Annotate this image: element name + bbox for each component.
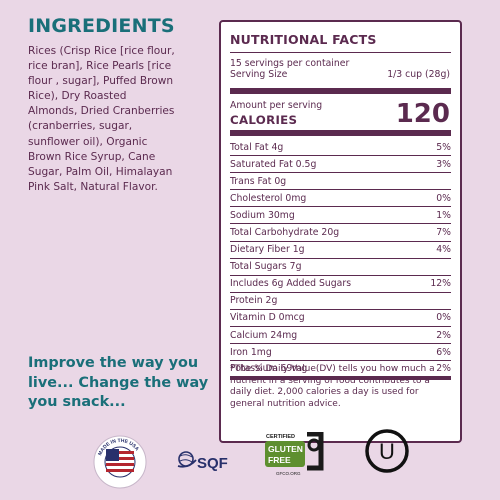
- nutrient-row: Saturated Fat 0.5g 3%: [230, 156, 451, 174]
- gluten-free-certified-icon: CERTIFIED GLUTEN FREE GFCO.ORG: [264, 431, 330, 482]
- nutrient-dv: 5%: [436, 141, 451, 153]
- nutrient-label: Iron 1mg: [230, 346, 272, 358]
- nutrient-dv: 7%: [436, 227, 451, 239]
- nutrient-row: Total Carbohydrate 20g 7%: [230, 224, 451, 242]
- nutrient-row: Vitamin D 0mcg 0%: [230, 310, 451, 328]
- serving-size-value: 1/3 cup (28g): [387, 69, 450, 80]
- nutrient-label: Calcium 24mg: [230, 329, 298, 341]
- nutrient-row: Dietary Fiber 1g 4%: [230, 242, 451, 259]
- nutrient-label: Sodium 30mg: [230, 209, 295, 221]
- nutrient-label: Potassium 69mg: [230, 363, 308, 375]
- title-rule: [230, 52, 451, 53]
- servings-per-container: 15 servings per container: [230, 58, 350, 69]
- nutrient-label: Dietary Fiber 1g: [230, 244, 305, 256]
- nutrient-row: Cholesterol 0mg 0%: [230, 190, 451, 208]
- gf-site-text: GFCO.ORG: [276, 471, 301, 476]
- gf-free-text: FREE: [268, 455, 291, 465]
- ingredients-line: sunflower oil), Organic: [28, 135, 148, 148]
- gf-gluten-text: GLUTEN: [268, 444, 303, 454]
- nutrient-row: Calcium 24mg 2%: [230, 327, 451, 345]
- sqf-logo-icon: SQF: [176, 447, 236, 481]
- nutrient-row: Total Sugars 7g: [230, 259, 451, 276]
- ou-letter: U: [379, 439, 395, 464]
- ingredients-line: Sugar, Palm Oil, Himalayan: [28, 165, 173, 178]
- calories-rule: [230, 130, 451, 136]
- serving-rule: [230, 88, 451, 94]
- nutrient-label: Total Fat 4g: [230, 141, 284, 153]
- ingredients-line: (cranberries, sugar,: [28, 120, 133, 133]
- ingredients-line: Pink Salt, Natural Flavor.: [28, 180, 158, 193]
- ou-kosher-icon: U: [364, 428, 410, 478]
- slogan-line: Improve the way you: [28, 355, 199, 371]
- gf-certified-text: CERTIFIED: [266, 434, 295, 440]
- slogan-line: live... Change the way: [28, 374, 209, 391]
- footnote-line: general nutrition advice.: [230, 398, 341, 409]
- nutrient-row: Protein 2g: [230, 293, 451, 310]
- amount-per-serving: Amount per serving: [230, 100, 323, 111]
- nutrient-label: Trans Fat 0g: [230, 175, 287, 187]
- nutrition-panel: NUTRITIONAL FACTS 15 servings per contai…: [219, 20, 462, 443]
- calories-label: CALORIES: [230, 113, 298, 127]
- footnote-line: *The % Daily Value(DV) tells you how muc…: [230, 364, 435, 374]
- nutrient-dv: 2%: [436, 363, 451, 375]
- nutrient-dv: 4%: [436, 244, 451, 256]
- sqf-label: SQF: [197, 455, 228, 472]
- nutrient-label: Total Carbohydrate 20g: [230, 227, 340, 239]
- ingredients-line: Brown Rice Syrup, Cane: [28, 150, 156, 163]
- nutrient-row: Iron 1mg 6%: [230, 344, 451, 362]
- ingredients-line: rice bran], Rice Pearls [rice: [28, 60, 172, 73]
- nutrient-dv: 6%: [436, 346, 451, 358]
- ingredients-line: Rices (Crisp Rice [rice flour,: [28, 45, 175, 57]
- ingredients-title: INGREDIENTS: [28, 15, 175, 37]
- nutrient-dv: 1%: [436, 209, 451, 221]
- daily-value-footnote: *The % Daily Value(DV) tells you how muc…: [230, 364, 451, 410]
- nutrient-label: Includes 6g Added Sugars: [230, 278, 352, 290]
- nutrient-dv: 12%: [430, 278, 451, 290]
- footnote-line: nutrient in a serving of food contribute…: [230, 375, 430, 386]
- nutrition-title: NUTRITIONAL FACTS: [230, 32, 377, 47]
- nutrient-row: Includes 6g Added Sugars 12%: [230, 276, 451, 293]
- ingredients-text: Rices (Crisp Rice [rice flour, rice bran…: [28, 44, 218, 195]
- nutrient-label: Vitamin D 0mcg: [230, 312, 305, 324]
- footnote-line: daily diet. 2,000 calories a day is used…: [230, 387, 419, 398]
- serving-size-label: Serving Size: [230, 69, 288, 80]
- nutrient-dv: 0%: [436, 192, 451, 204]
- ingredients-line: Rice), Dry Roasted: [28, 90, 127, 103]
- usa-made-seal-icon: MADE IN THE USA: [92, 434, 148, 494]
- ingredients-line: flour , sugar], Puffed Brown: [28, 75, 174, 88]
- nutrient-row: Sodium 30mg 1%: [230, 207, 451, 225]
- nutrient-label: Protein 2g: [230, 295, 278, 307]
- slogan-line: you snack...: [28, 394, 126, 410]
- nutrient-label: Cholesterol 0mg: [230, 192, 307, 204]
- nutrient-label: Saturated Fat 0.5g: [230, 158, 317, 170]
- calories-value: 120: [395, 99, 450, 129]
- nutrient-row: Trans Fat 0g: [230, 173, 451, 191]
- slogan: Improve the way you live... Change the w…: [28, 354, 213, 413]
- nutrient-dv: 0%: [436, 312, 451, 324]
- nutrient-row: Potassium 69mg 2%: [230, 361, 451, 381]
- ingredients-line: Almonds, Dried Cranberries: [28, 105, 175, 118]
- nutrient-label: Total Sugars 7g: [230, 261, 302, 273]
- nutrient-dv: 2%: [436, 329, 451, 341]
- nutrient-row: Total Fat 4g 5%: [230, 139, 451, 157]
- nutrient-list: Total Fat 4g 5% Saturated Fat 0.5g 3% Tran…: [230, 139, 451, 381]
- nutrient-dv: 3%: [436, 158, 451, 170]
